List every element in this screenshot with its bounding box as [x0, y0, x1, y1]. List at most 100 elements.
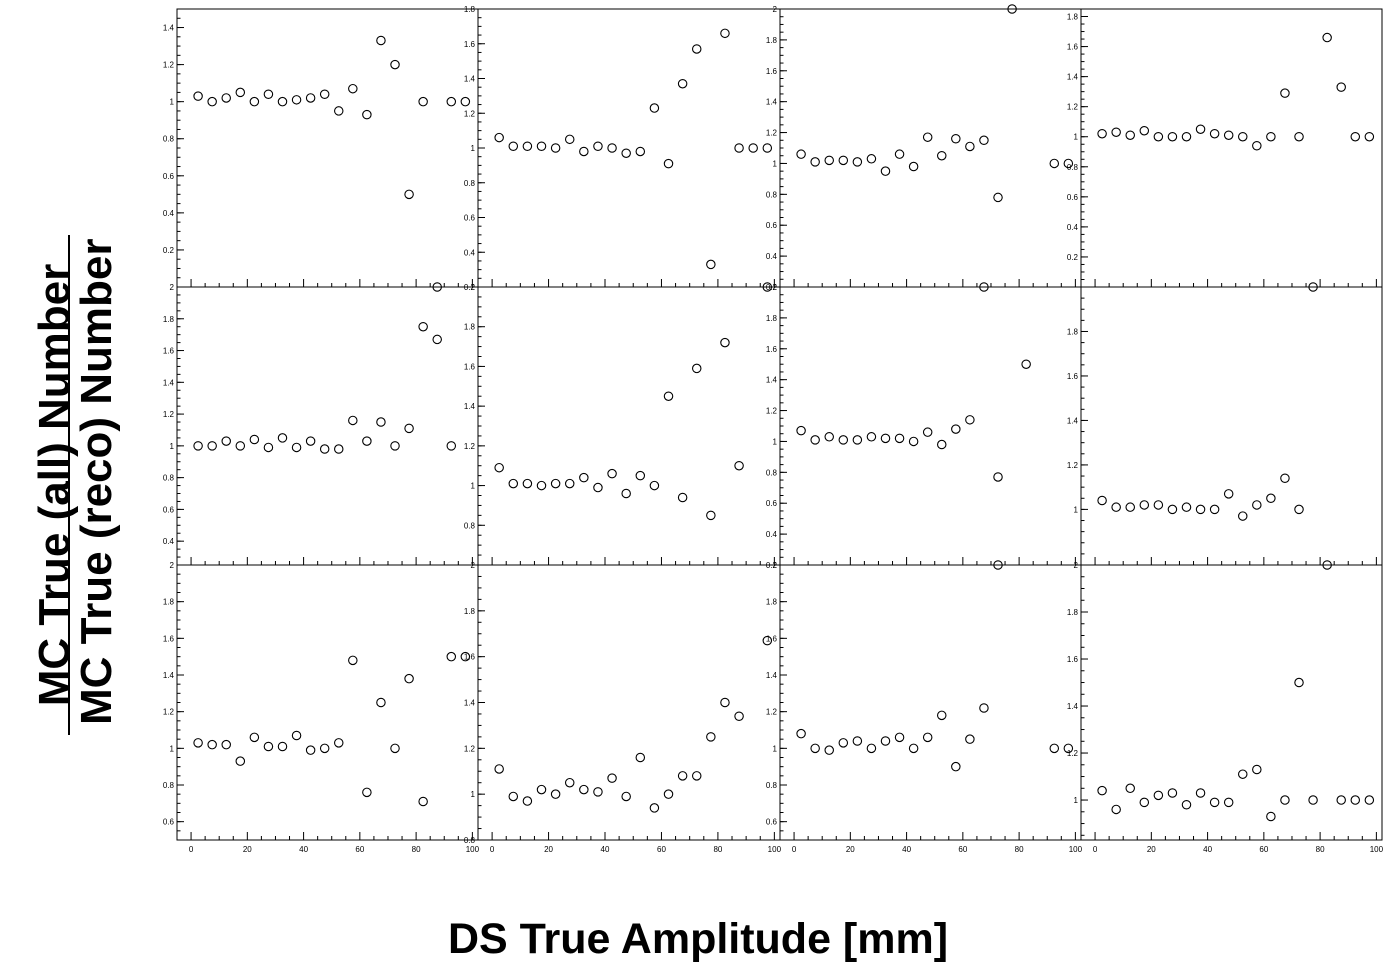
- data-point: [1195, 788, 1206, 798]
- data-point: [621, 148, 631, 158]
- data-point: [319, 743, 330, 754]
- data-point: [277, 433, 288, 443]
- data-point: [446, 651, 457, 662]
- data-point: [796, 425, 806, 436]
- y-tick-label: 1: [1074, 505, 1079, 514]
- data-point: [249, 434, 260, 445]
- data-point: [593, 141, 603, 152]
- data-point: [376, 35, 386, 46]
- data-point: [937, 150, 947, 161]
- data-point: [993, 472, 1003, 482]
- data-point: [249, 732, 260, 743]
- data-point: [1336, 795, 1346, 805]
- y-tick-label: 1.8: [1067, 13, 1079, 22]
- y-tick-label: 1.6: [766, 634, 778, 643]
- y-tick-label: 1.6: [464, 40, 476, 49]
- data-point: [348, 415, 358, 426]
- data-point: [635, 470, 646, 481]
- data-point: [446, 96, 457, 107]
- x-tick-label: 20: [846, 845, 855, 854]
- data-point: [579, 784, 589, 795]
- y-tick-label: 0.6: [766, 221, 778, 230]
- y-tick-label: 0.6: [464, 214, 476, 223]
- y-tick-label: 1.8: [1067, 608, 1079, 617]
- data-point: [319, 444, 330, 454]
- data-point: [579, 472, 589, 483]
- x-tick-label: 40: [1203, 845, 1212, 854]
- data-point: [1280, 473, 1290, 484]
- data-point: [522, 141, 533, 152]
- y-tick-label: 1.2: [1067, 461, 1079, 470]
- data-point: [494, 462, 504, 473]
- y-tick-label: 1: [773, 159, 778, 168]
- data-point: [1097, 128, 1107, 139]
- data-point: [207, 739, 217, 750]
- y-tick-label: 1.2: [464, 744, 476, 753]
- data-point: [1252, 140, 1262, 151]
- data-point: [621, 488, 631, 499]
- data-point: [965, 734, 975, 744]
- data-point: [852, 736, 863, 746]
- data-point: [1266, 811, 1276, 822]
- data-point: [1167, 504, 1178, 515]
- data-point: [432, 334, 442, 345]
- y-tick-label: 2: [773, 561, 778, 570]
- data-point: [1021, 359, 1031, 369]
- y-tick-label: 1.4: [766, 671, 778, 680]
- x-axis-title: DS True Amplitude [mm]: [447, 915, 949, 963]
- data-point: [1223, 797, 1234, 808]
- data-point: [1097, 495, 1107, 506]
- y-tick-label: 2: [471, 283, 476, 292]
- data-point: [894, 433, 905, 444]
- data-point: [1007, 4, 1017, 14]
- data-point: [1209, 797, 1220, 808]
- data-point: [1364, 795, 1375, 805]
- x-tick-label: 0: [490, 845, 495, 854]
- pad-frame: [1080, 286, 1383, 566]
- y-tick-label: 0.4: [766, 530, 778, 539]
- data-point: [993, 560, 1003, 570]
- y-tick-label: 1.2: [766, 129, 778, 138]
- y-tick-label: 1.2: [464, 109, 476, 118]
- pad-frame: [176, 564, 479, 841]
- y-tick-label: 0.8: [464, 179, 476, 188]
- data-point: [550, 143, 561, 153]
- y-tick-label: 1.6: [1067, 43, 1079, 52]
- data-point: [937, 439, 947, 450]
- pad-5: 0.4 0.6 0.8 1 1.2 1.4 1.6 1.8 2: [163, 283, 479, 566]
- data-point: [965, 141, 975, 152]
- y-tick-label: 0.8: [1067, 163, 1079, 172]
- data-point: [824, 432, 834, 442]
- data-point: [663, 789, 674, 799]
- data-point: [235, 87, 246, 98]
- y-tick-label: 1: [170, 442, 175, 451]
- data-point: [734, 460, 744, 471]
- data-point: [922, 427, 933, 437]
- data-point: [1049, 743, 1060, 754]
- data-point: [522, 478, 533, 489]
- data-point: [1125, 783, 1135, 794]
- data-point: [235, 441, 246, 451]
- data-point: [734, 143, 744, 153]
- data-point: [1266, 131, 1276, 142]
- data-point: [1111, 127, 1121, 137]
- y-tick-label: 1: [170, 98, 175, 107]
- data-point: [706, 259, 716, 270]
- data-point: [621, 791, 631, 802]
- data-point: [305, 93, 316, 103]
- data-point: [1280, 88, 1290, 98]
- data-point: [1308, 795, 1318, 805]
- data-point: [677, 78, 688, 89]
- y-tick-label: 0.4: [766, 252, 778, 261]
- data-point: [1238, 511, 1248, 521]
- y-tick-label: 1.6: [464, 653, 476, 662]
- data-point: [536, 480, 547, 491]
- data-point: [852, 157, 863, 167]
- x-tick-label: 100: [1370, 845, 1384, 854]
- data-point: [221, 93, 231, 103]
- data-point: [965, 415, 975, 425]
- data-point: [677, 771, 688, 781]
- y-tick-label: 1.4: [1067, 73, 1079, 82]
- data-point: [894, 732, 905, 743]
